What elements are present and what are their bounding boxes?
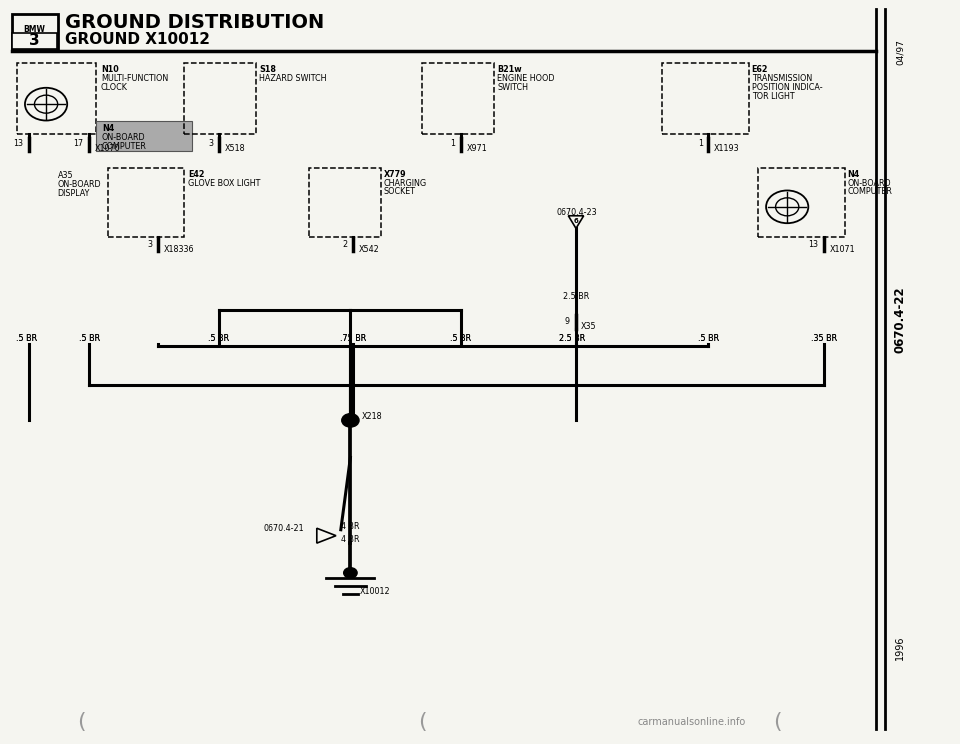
Text: HAZARD SWITCH: HAZARD SWITCH <box>259 74 326 83</box>
Text: 1: 1 <box>450 139 455 148</box>
Text: ON-BOARD: ON-BOARD <box>102 133 145 142</box>
Text: X1193: X1193 <box>714 144 740 153</box>
Circle shape <box>25 88 67 121</box>
Bar <box>184 63 256 134</box>
Bar <box>758 168 845 237</box>
Text: COMPUTER: COMPUTER <box>102 142 147 151</box>
Text: .5 BR: .5 BR <box>16 334 37 343</box>
Text: 9: 9 <box>564 317 569 326</box>
Text: 3: 3 <box>148 240 153 248</box>
Text: A35: A35 <box>58 171 73 180</box>
Text: GROUND DISTRIBUTION: GROUND DISTRIBUTION <box>65 13 324 32</box>
Text: .5 BR: .5 BR <box>450 334 471 343</box>
Text: X1070: X1070 <box>95 144 121 153</box>
Bar <box>662 63 749 134</box>
Text: 2: 2 <box>343 240 348 248</box>
Text: 6: 6 <box>574 218 578 224</box>
Text: X218: X218 <box>362 412 382 421</box>
Text: X35: X35 <box>581 322 596 331</box>
Text: .5 BR: .5 BR <box>208 334 229 343</box>
Polygon shape <box>568 216 584 228</box>
Bar <box>309 168 381 237</box>
Text: 1: 1 <box>698 139 703 148</box>
Circle shape <box>766 190 808 223</box>
Text: N4: N4 <box>102 124 114 133</box>
Text: CLOCK: CLOCK <box>101 83 128 92</box>
Text: MULTI-FUNCTION: MULTI-FUNCTION <box>101 74 168 83</box>
Text: .5 BR: .5 BR <box>450 334 471 343</box>
Bar <box>17 63 96 134</box>
Text: (: ( <box>774 712 781 731</box>
Text: B21w: B21w <box>497 65 522 74</box>
Text: E42: E42 <box>188 170 204 179</box>
Text: POSITION INDICA-: POSITION INDICA- <box>752 83 823 92</box>
Text: X518: X518 <box>225 144 245 153</box>
Text: .5 BR: .5 BR <box>698 334 719 343</box>
Text: N10: N10 <box>101 65 118 74</box>
Text: 3: 3 <box>208 139 213 148</box>
Text: .5 BR: .5 BR <box>698 334 719 343</box>
Text: .75 BR: .75 BR <box>340 334 367 343</box>
Text: .5 BR: .5 BR <box>16 334 37 343</box>
Text: ON-BOARD: ON-BOARD <box>848 179 891 187</box>
Text: X971: X971 <box>467 144 488 153</box>
Text: TRANSMISSION: TRANSMISSION <box>752 74 812 83</box>
Text: X1071: X1071 <box>829 245 855 254</box>
Text: .35 BR: .35 BR <box>810 334 837 343</box>
Text: E62: E62 <box>752 65 768 74</box>
Text: .5 BR: .5 BR <box>208 334 229 343</box>
Text: GLOVE BOX LIGHT: GLOVE BOX LIGHT <box>188 179 260 187</box>
Text: 13: 13 <box>13 139 23 148</box>
Text: X779: X779 <box>384 170 407 179</box>
Text: 4 BR: 4 BR <box>341 522 359 531</box>
Text: (: ( <box>78 712 85 731</box>
Bar <box>96 121 192 151</box>
Text: SWITCH: SWITCH <box>497 83 528 92</box>
Polygon shape <box>317 528 336 543</box>
Text: X10012: X10012 <box>360 587 391 596</box>
Text: SOCKET: SOCKET <box>384 187 416 196</box>
Text: .75 BR: .75 BR <box>340 334 367 343</box>
Text: 1996: 1996 <box>895 635 905 659</box>
Text: 0670.4-22: 0670.4-22 <box>894 286 906 353</box>
Bar <box>422 63 494 134</box>
Text: 2.5 BR: 2.5 BR <box>559 334 586 343</box>
Text: 0670.4-21: 0670.4-21 <box>264 524 304 533</box>
Text: X542: X542 <box>359 245 380 254</box>
Circle shape <box>342 414 359 427</box>
Text: 3: 3 <box>29 33 40 48</box>
Text: BMW: BMW <box>24 25 45 34</box>
Text: CHARGING: CHARGING <box>384 179 427 187</box>
Text: 13: 13 <box>808 240 818 248</box>
Text: COMPUTER: COMPUTER <box>848 187 893 196</box>
Bar <box>12 14 58 50</box>
Text: 0670.4-23: 0670.4-23 <box>557 208 597 217</box>
Text: (: ( <box>419 712 426 731</box>
Text: 17: 17 <box>73 139 84 148</box>
Text: N4: N4 <box>848 170 860 179</box>
Text: TOR LIGHT: TOR LIGHT <box>752 92 794 101</box>
Text: X18336: X18336 <box>164 245 195 254</box>
Text: 4 BR: 4 BR <box>341 535 359 544</box>
Text: S18: S18 <box>259 65 276 74</box>
Text: 2.5 BR: 2.5 BR <box>559 334 586 343</box>
Circle shape <box>344 568 357 578</box>
Text: .5 BR: .5 BR <box>79 334 100 343</box>
Text: carmanualsonline.info: carmanualsonline.info <box>637 716 745 727</box>
Text: ON-BOARD: ON-BOARD <box>58 180 101 189</box>
Text: ENGINE HOOD: ENGINE HOOD <box>497 74 555 83</box>
Text: .5 BR: .5 BR <box>79 334 100 343</box>
Text: 2.5 BR: 2.5 BR <box>563 292 589 301</box>
Bar <box>12 33 57 49</box>
Text: 04/97: 04/97 <box>896 39 904 65</box>
Text: GROUND X10012: GROUND X10012 <box>65 32 210 47</box>
Text: DISPLAY: DISPLAY <box>58 189 90 198</box>
Bar <box>108 168 184 237</box>
Text: .35 BR: .35 BR <box>810 334 837 343</box>
